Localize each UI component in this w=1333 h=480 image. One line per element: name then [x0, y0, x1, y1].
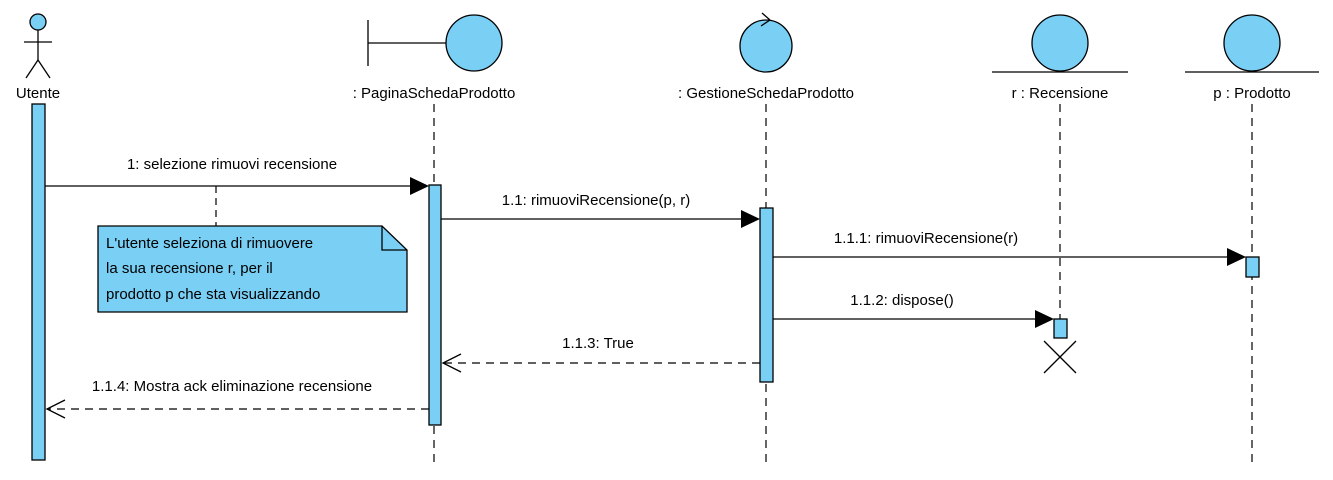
boundary-icon: [367, 14, 503, 72]
activation-bar-recensione: [1053, 318, 1068, 339]
control-icon: [739, 12, 793, 73]
note-line-1: L'utente seleziona di rimuovere: [106, 235, 313, 252]
note-line-3: prodotto p che sta visualizzando: [106, 286, 320, 303]
message-1-1-2: 1.1.2: dispose(): [773, 292, 1054, 328]
lifeline-label-utente: Utente: [16, 85, 60, 102]
note-line-2: la sua recensione r, per il: [106, 260, 273, 277]
message-1: 1: selezione rimuovi recensione: [45, 156, 429, 195]
entity-prodotto-icon: [1185, 14, 1319, 73]
message-1-1-4: 1.1.4: Mostra ack eliminazione recension…: [45, 378, 429, 419]
message-1-1-2-label: 1.1.2: dispose(): [850, 292, 953, 309]
destroy-x-icon: [1043, 340, 1077, 374]
message-1-1-3: 1.1.3: True: [441, 335, 760, 373]
entity-recensione-icon: [992, 14, 1128, 73]
message-1-label: 1: selezione rimuovi recensione: [127, 156, 337, 173]
message-1-1-4-label: 1.1.4: Mostra ack eliminazione recension…: [92, 378, 372, 395]
message-1-1: 1.1: rimuoviRecensione(p, r): [441, 192, 760, 228]
activation-bar-gestione-scheda-prodotto: [759, 207, 774, 383]
message-1-1-1: 1.1.1: rimuoviRecensione(r): [773, 230, 1246, 266]
activation-bar-utente: [31, 103, 46, 461]
message-1-1-1-label: 1.1.1: rimuoviRecensione(r): [834, 230, 1018, 247]
lifeline-label-pagina-scheda-prodotto: : PaginaSchedaProdotto: [353, 85, 516, 102]
activation-bar-prodotto: [1245, 256, 1260, 278]
lifeline-label-prodotto: p : Prodotto: [1213, 85, 1291, 102]
lifeline-label-recensione: r : Recensione: [1012, 85, 1109, 102]
lifeline-label-gestione-scheda-prodotto: : GestioneSchedaProdotto: [678, 85, 854, 102]
actor-utente-icon: [24, 13, 52, 79]
activation-bar-pagina-scheda-prodotto: [428, 184, 442, 426]
message-1-1-label: 1.1: rimuoviRecensione(p, r): [502, 192, 690, 209]
note: L'utente seleziona di rimuovere la sua r…: [97, 225, 408, 313]
message-1-1-3-label: 1.1.3: True: [562, 335, 634, 352]
